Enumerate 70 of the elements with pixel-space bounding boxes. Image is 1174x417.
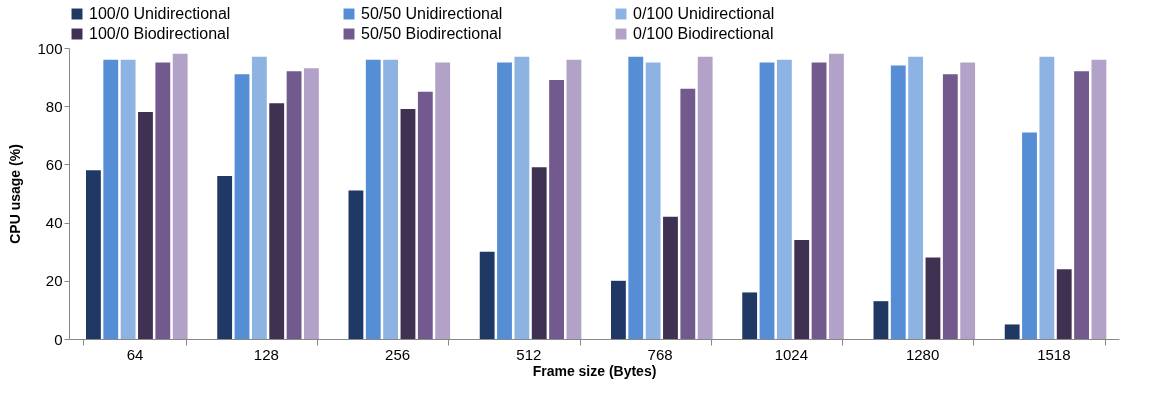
bar bbox=[890, 65, 906, 339]
bar bbox=[217, 176, 233, 339]
bar bbox=[172, 53, 188, 339]
y-tick-label: 100 bbox=[37, 39, 63, 57]
bar bbox=[251, 56, 267, 339]
legend-label: 0/100 Unidirectional bbox=[633, 5, 775, 22]
bar bbox=[960, 62, 976, 339]
bar bbox=[120, 59, 136, 339]
bar bbox=[365, 59, 381, 339]
bar bbox=[383, 59, 399, 339]
bar bbox=[697, 56, 713, 339]
y-tick-label: 20 bbox=[45, 272, 63, 290]
bar bbox=[908, 56, 924, 339]
bar bbox=[348, 190, 364, 339]
bar bbox=[873, 301, 889, 339]
bar bbox=[549, 80, 564, 339]
x-axis-title: Frame size (Bytes) bbox=[532, 362, 657, 379]
legend-label: 50/50 Unidirectional bbox=[361, 5, 503, 22]
y-tick-label: 40 bbox=[45, 214, 63, 232]
bar bbox=[1056, 269, 1072, 339]
bar bbox=[829, 53, 844, 339]
bar bbox=[628, 56, 644, 339]
bar bbox=[925, 257, 941, 339]
bar bbox=[103, 59, 119, 339]
bar bbox=[611, 280, 626, 339]
x-tick-label: 512 bbox=[516, 345, 542, 363]
bar bbox=[269, 103, 285, 339]
bar bbox=[286, 71, 302, 339]
legend-label: 100/0 Unidirectional bbox=[89, 5, 231, 22]
x-tick-label: 1518 bbox=[1037, 345, 1071, 363]
bar bbox=[794, 240, 810, 339]
bar bbox=[479, 251, 495, 339]
bar bbox=[304, 68, 319, 339]
bar bbox=[566, 59, 582, 339]
bar bbox=[1039, 56, 1055, 339]
bar bbox=[759, 62, 775, 339]
bar bbox=[155, 62, 171, 339]
x-tick-label: 1024 bbox=[774, 345, 809, 363]
bar bbox=[663, 216, 678, 339]
bar bbox=[645, 62, 661, 339]
bar bbox=[400, 109, 416, 339]
bar bbox=[680, 88, 696, 339]
y-axis-title: CPU usage (%) bbox=[7, 144, 24, 244]
y-tick-label: 80 bbox=[45, 97, 63, 115]
bar bbox=[1074, 71, 1089, 339]
bar bbox=[531, 167, 547, 339]
legend-label: 50/50 Biodirectional bbox=[361, 25, 502, 42]
bar bbox=[1022, 132, 1037, 339]
x-tick-label: 1280 bbox=[905, 345, 940, 363]
x-tick-label: 768 bbox=[647, 345, 673, 363]
bar bbox=[138, 112, 153, 339]
x-tick-label: 64 bbox=[126, 345, 144, 363]
bar bbox=[435, 62, 451, 339]
y-tick-label: 0 bbox=[54, 330, 63, 348]
bar bbox=[942, 74, 958, 339]
bar bbox=[86, 170, 101, 339]
bar bbox=[234, 74, 250, 339]
legend-label: 0/100 Biodirectional bbox=[633, 25, 774, 42]
bar bbox=[417, 91, 433, 339]
x-tick-label: 128 bbox=[253, 345, 279, 363]
bar bbox=[742, 292, 758, 339]
y-tick-label: 60 bbox=[45, 155, 63, 173]
bar bbox=[1004, 324, 1020, 339]
bar bbox=[514, 56, 530, 339]
bar bbox=[776, 59, 792, 339]
x-tick-label: 256 bbox=[385, 345, 411, 363]
legend-label: 100/0 Biodirectional bbox=[89, 25, 230, 42]
bar bbox=[811, 62, 827, 339]
bar bbox=[497, 62, 512, 339]
bar bbox=[1091, 59, 1107, 339]
